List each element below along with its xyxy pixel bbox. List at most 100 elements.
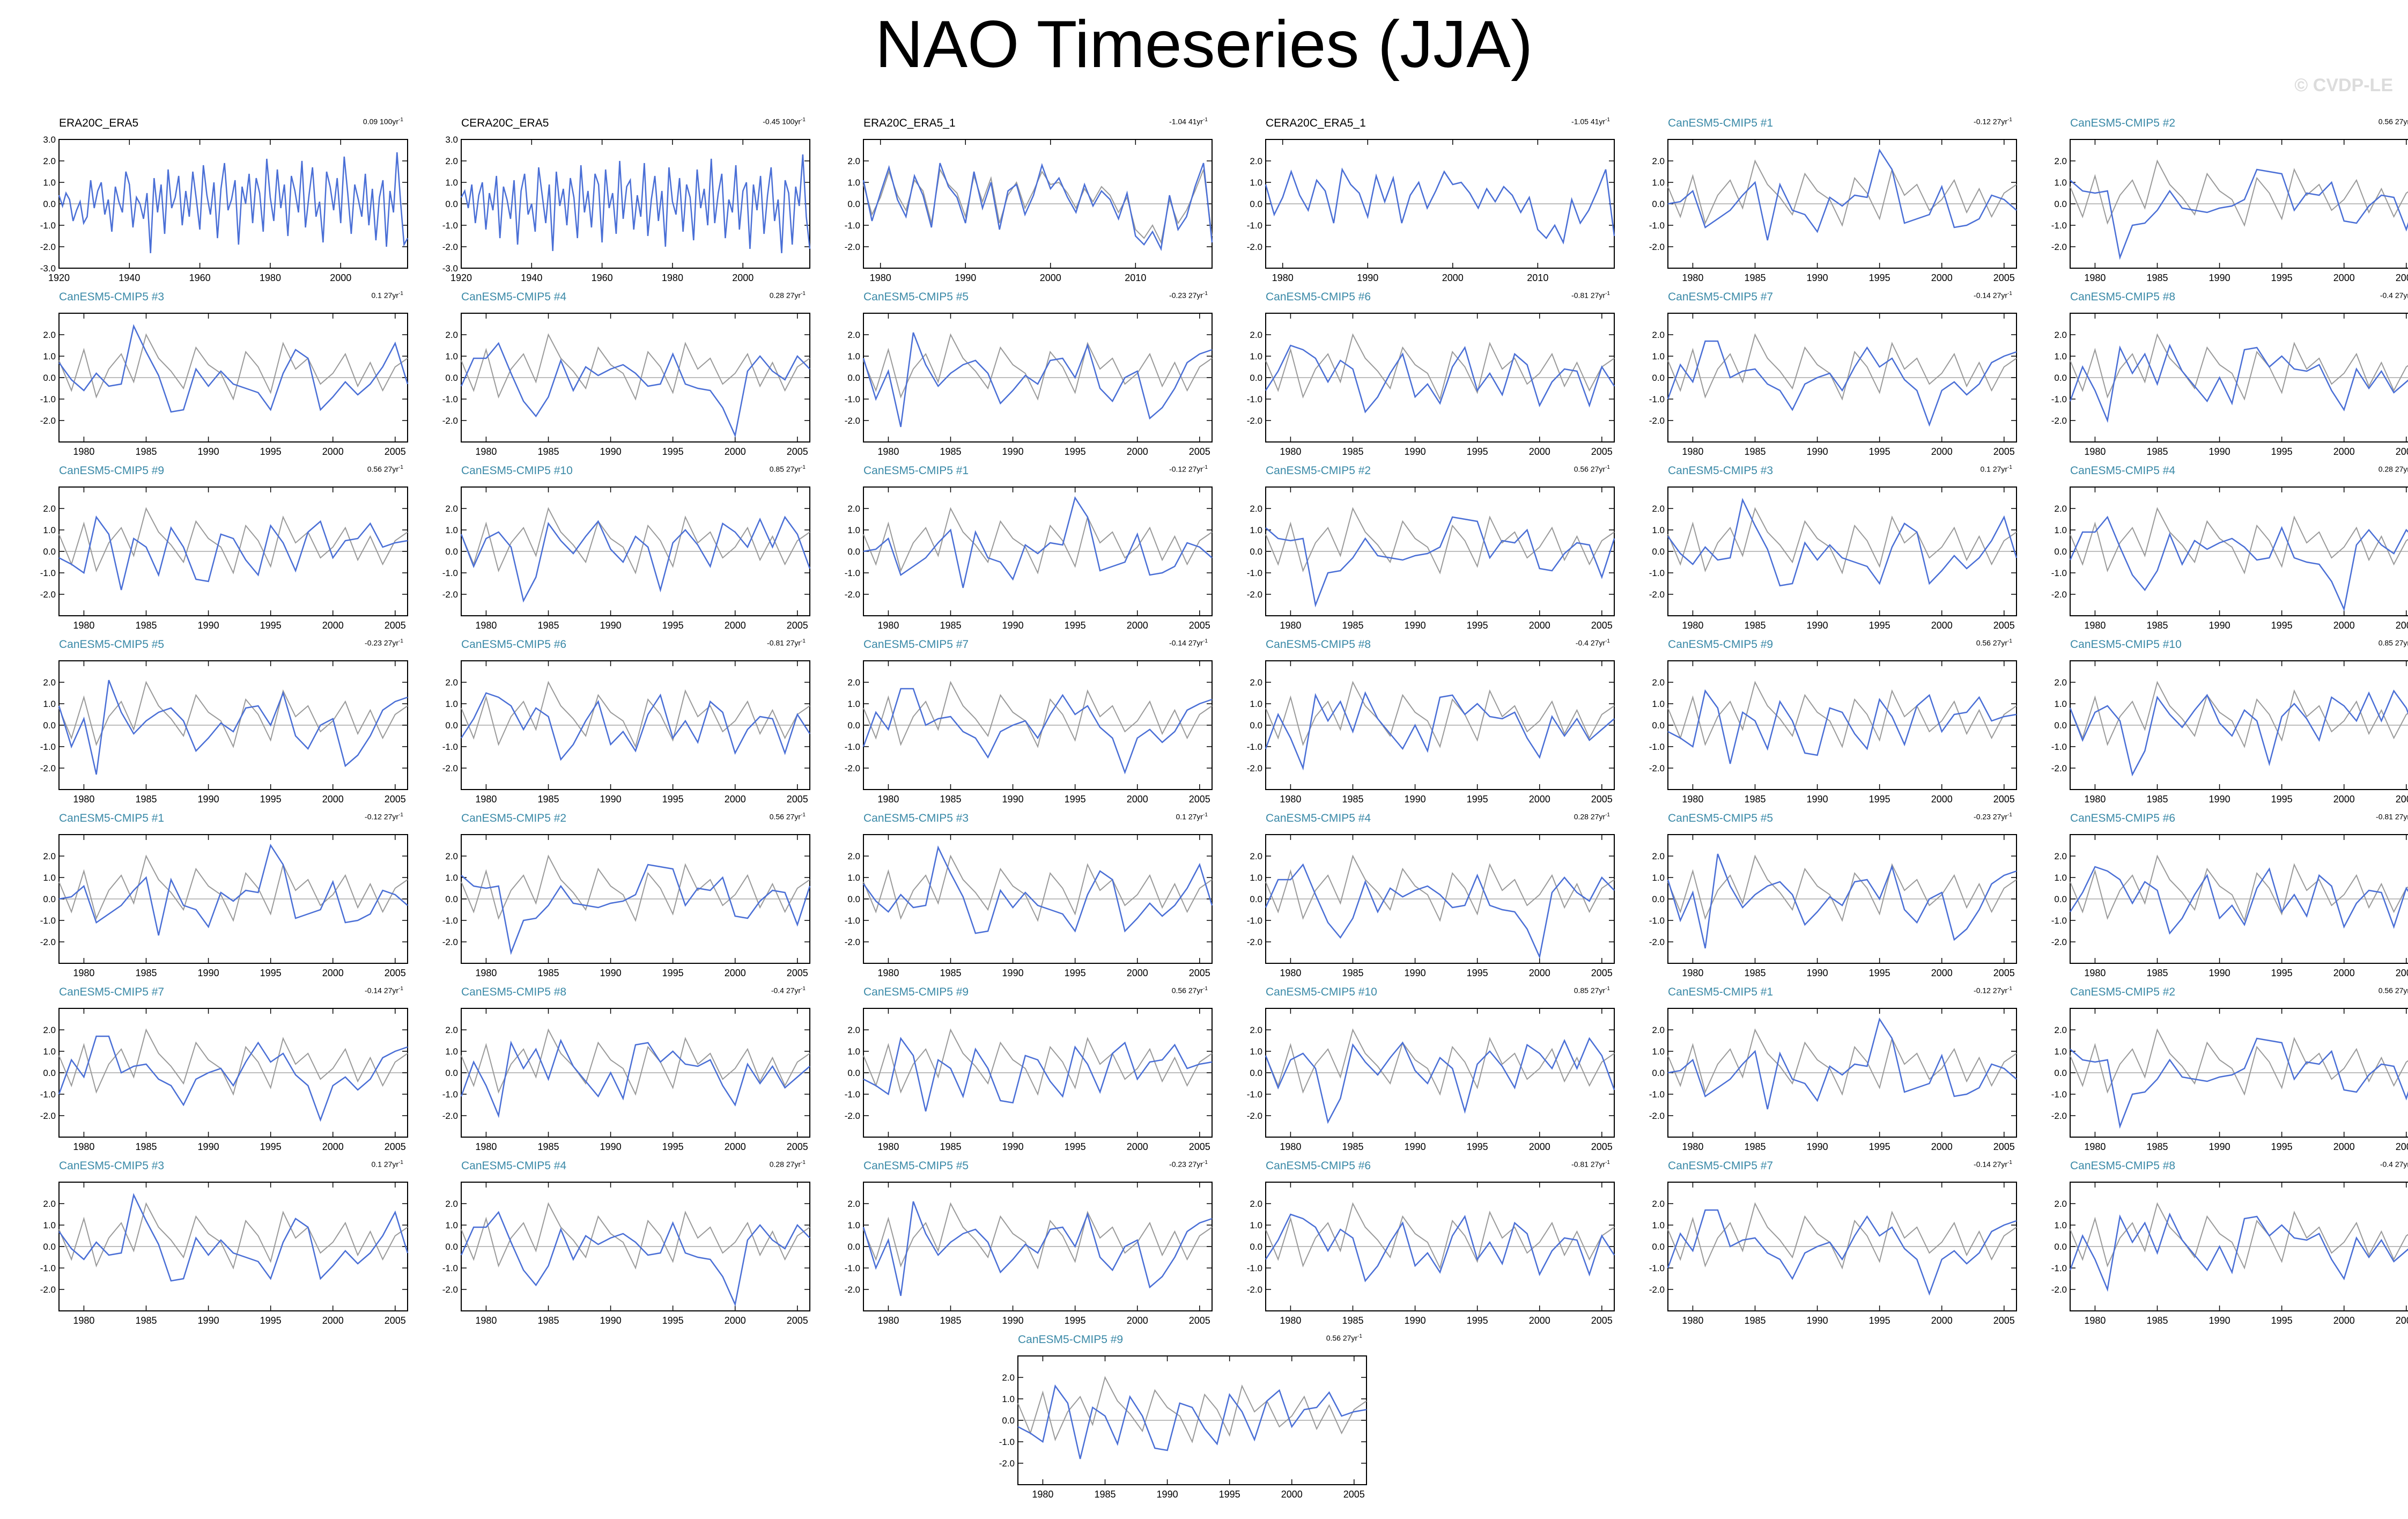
x-tick-label: 1995 bbox=[1869, 620, 1890, 631]
ref-series-line bbox=[863, 854, 1213, 922]
panel-title: CanESM5-CMIP5 #7 bbox=[1668, 291, 1774, 303]
model-series-line bbox=[1265, 516, 1615, 608]
y-tick-label: 2.0 bbox=[847, 851, 860, 861]
x-tick-label: 1990 bbox=[1002, 446, 1024, 457]
y-tick-label: -2.0 bbox=[1649, 242, 1665, 252]
model-series-line bbox=[1265, 1037, 1615, 1124]
panel-title: CanESM5-CMIP5 #1 bbox=[59, 812, 165, 824]
x-tick-label: 1995 bbox=[1065, 794, 1086, 805]
y-tick-label: 2.0 bbox=[1250, 504, 1262, 514]
y-tick-label: 0.0 bbox=[445, 1068, 458, 1078]
y-tick-label: 0.0 bbox=[445, 1242, 458, 1252]
x-tick-label: 1960 bbox=[592, 272, 613, 283]
x-tick-label: 1985 bbox=[2146, 794, 2168, 805]
x-tick-label: 1980 bbox=[1280, 1141, 1301, 1152]
x-tick-label: 1980 bbox=[2084, 446, 2106, 457]
panel-plot: 2.0 1.0 0.0 -1.0 -2.0 1980 1985 1990 1995 2000 200… bbox=[1247, 486, 1615, 631]
ref-series-line bbox=[1667, 159, 2017, 227]
x-tick-label: 1995 bbox=[2271, 620, 2293, 631]
panel-trend: -0.4 27yr-1 bbox=[771, 986, 806, 995]
y-tick-label: 2.0 bbox=[847, 1199, 860, 1209]
x-tick-label: 2000 bbox=[322, 794, 344, 805]
chart-panel: CanESM5-CMIP5 #9 0.56 27yr-1 2.0 1.0 0.0 -1.0… bbox=[992, 1329, 1368, 1506]
y-tick-label: -1.0 bbox=[845, 1263, 860, 1273]
panel-trend: 0.85 27yr-1 bbox=[1574, 986, 1610, 995]
chart-panel: CanESM5-CMIP5 #6 -0.81 27yr-1 2.0 1.0 0.0 -1.… bbox=[2044, 808, 2408, 985]
y-tick-label: 1.0 bbox=[43, 873, 56, 883]
y-tick-label: 1.0 bbox=[847, 1046, 860, 1057]
y-tick-label: 1.0 bbox=[1250, 351, 1262, 362]
panel-title: CanESM5-CMIP5 #9 bbox=[1018, 1333, 1124, 1346]
panel-title: ERA20C_ERA5 bbox=[59, 117, 139, 129]
x-tick-label: 2000 bbox=[1442, 272, 1464, 283]
ref-series-line bbox=[58, 854, 408, 922]
x-tick-label: 1995 bbox=[1467, 446, 1488, 457]
y-tick-label: -2.0 bbox=[40, 242, 56, 252]
x-tick-label: 2000 bbox=[725, 446, 746, 457]
x-tick-label: 1990 bbox=[600, 968, 622, 978]
x-tick-label: 1995 bbox=[2271, 272, 2293, 283]
x-tick-label: 1980 bbox=[1682, 794, 1703, 805]
panel-trend: 0.56 27yr-1 bbox=[1326, 1333, 1362, 1343]
x-tick-label: 1980 bbox=[475, 968, 497, 978]
chart-panel: CanESM5-CMIP5 #9 0.56 27yr-1 2.0 1.0 0.0 -1.0… bbox=[838, 982, 1213, 1159]
x-tick-label: 1990 bbox=[198, 1315, 219, 1326]
y-tick-label: 0.0 bbox=[43, 373, 56, 383]
x-tick-label: 1980 bbox=[1280, 1315, 1301, 1326]
ref-series-line bbox=[58, 681, 408, 748]
panel-plot: 2.0 1.0 0.0 -1.0 -2.0 1980 1985 1990 1995 2000 200… bbox=[2051, 1008, 2408, 1152]
x-tick-label: 2005 bbox=[1993, 1315, 2015, 1326]
y-tick-label: -2.0 bbox=[40, 763, 56, 773]
x-tick-label: 1990 bbox=[2209, 620, 2230, 631]
y-tick-label: -1.0 bbox=[845, 394, 860, 404]
panel-trend: 0.56 27yr-1 bbox=[1976, 638, 2012, 647]
y-tick-label: 2.0 bbox=[1652, 1025, 1665, 1035]
model-series-line bbox=[1667, 1209, 2017, 1296]
y-tick-label: 2.0 bbox=[43, 1025, 56, 1035]
x-tick-label: 1995 bbox=[260, 620, 282, 631]
x-tick-label: 1980 bbox=[73, 794, 94, 805]
x-tick-label: 1990 bbox=[198, 1141, 219, 1152]
y-tick-label: 1.0 bbox=[1652, 873, 1665, 883]
chart-panel: CanESM5-CMIP5 #6 -0.81 27yr-1 2.0 1.0 0.0 -1.… bbox=[1240, 286, 1615, 463]
y-tick-label: 1.0 bbox=[1002, 1394, 1015, 1404]
x-tick-label: 2005 bbox=[1993, 272, 2015, 283]
model-series-line bbox=[460, 1038, 810, 1118]
x-tick-label: 1995 bbox=[2271, 1141, 2293, 1152]
x-tick-label: 1990 bbox=[1807, 272, 1828, 283]
x-tick-label: 1980 bbox=[1280, 446, 1301, 457]
chart-panel: CanESM5-CMIP5 #8 -0.4 27yr-1 2.0 1.0 0.0 -1.0… bbox=[1240, 634, 1615, 811]
y-tick-label: 0.0 bbox=[1250, 199, 1262, 209]
x-tick-label: 1995 bbox=[1065, 1315, 1086, 1326]
y-tick-label: -2.0 bbox=[845, 1285, 860, 1295]
model-series-line bbox=[1667, 1017, 2017, 1110]
x-tick-label: 1980 bbox=[2084, 272, 2106, 283]
ref-series-line bbox=[461, 1202, 810, 1270]
x-tick-label: 2005 bbox=[2396, 272, 2408, 283]
x-tick-label: 2005 bbox=[787, 1315, 808, 1326]
x-tick-label: 1995 bbox=[260, 1141, 282, 1152]
panel-title: CanESM5-CMIP5 #4 bbox=[2070, 464, 2176, 477]
panel-title: CanESM5-CMIP5 #2 bbox=[461, 812, 567, 824]
model-series-line bbox=[862, 845, 1213, 934]
panel-plot: 2.0 1.0 0.0 -1.0 -2.0 1980 1985 1990 1995 2000 200… bbox=[442, 1182, 810, 1326]
y-tick-label: -2.0 bbox=[2051, 937, 2067, 947]
y-tick-label: -1.0 bbox=[442, 568, 458, 578]
x-tick-label: 2005 bbox=[1189, 968, 1210, 978]
x-tick-label: 2000 bbox=[1931, 620, 1953, 631]
x-tick-label: 1990 bbox=[1002, 968, 1024, 978]
chart-panel: CERA20C_ERA5_1 -1.05 41yr-1 2.0 1.0 0.0 -1.0 -… bbox=[1240, 113, 1615, 290]
x-tick-label: 2005 bbox=[2396, 620, 2408, 631]
y-tick-label: -2.0 bbox=[845, 1111, 860, 1121]
y-tick-label: -2.0 bbox=[2051, 416, 2067, 426]
x-tick-label: 2005 bbox=[787, 620, 808, 631]
panel-title: CanESM5-CMIP5 #8 bbox=[1266, 638, 1371, 651]
ref-series-line bbox=[1667, 507, 2017, 574]
x-tick-label: 1980 bbox=[877, 1315, 899, 1326]
y-tick-label: 2.0 bbox=[43, 677, 56, 688]
panel-trend: -0.12 27yr-1 bbox=[1974, 986, 2012, 995]
y-tick-label: -1.0 bbox=[40, 1263, 56, 1273]
panel-trend: 0.28 27yr-1 bbox=[2378, 464, 2408, 474]
panel-plot: 2.0 1.0 0.0 -1.0 -2.0 1980 1990 2000 2010 bbox=[845, 139, 1213, 283]
y-tick-label: -1.0 bbox=[1649, 394, 1665, 404]
